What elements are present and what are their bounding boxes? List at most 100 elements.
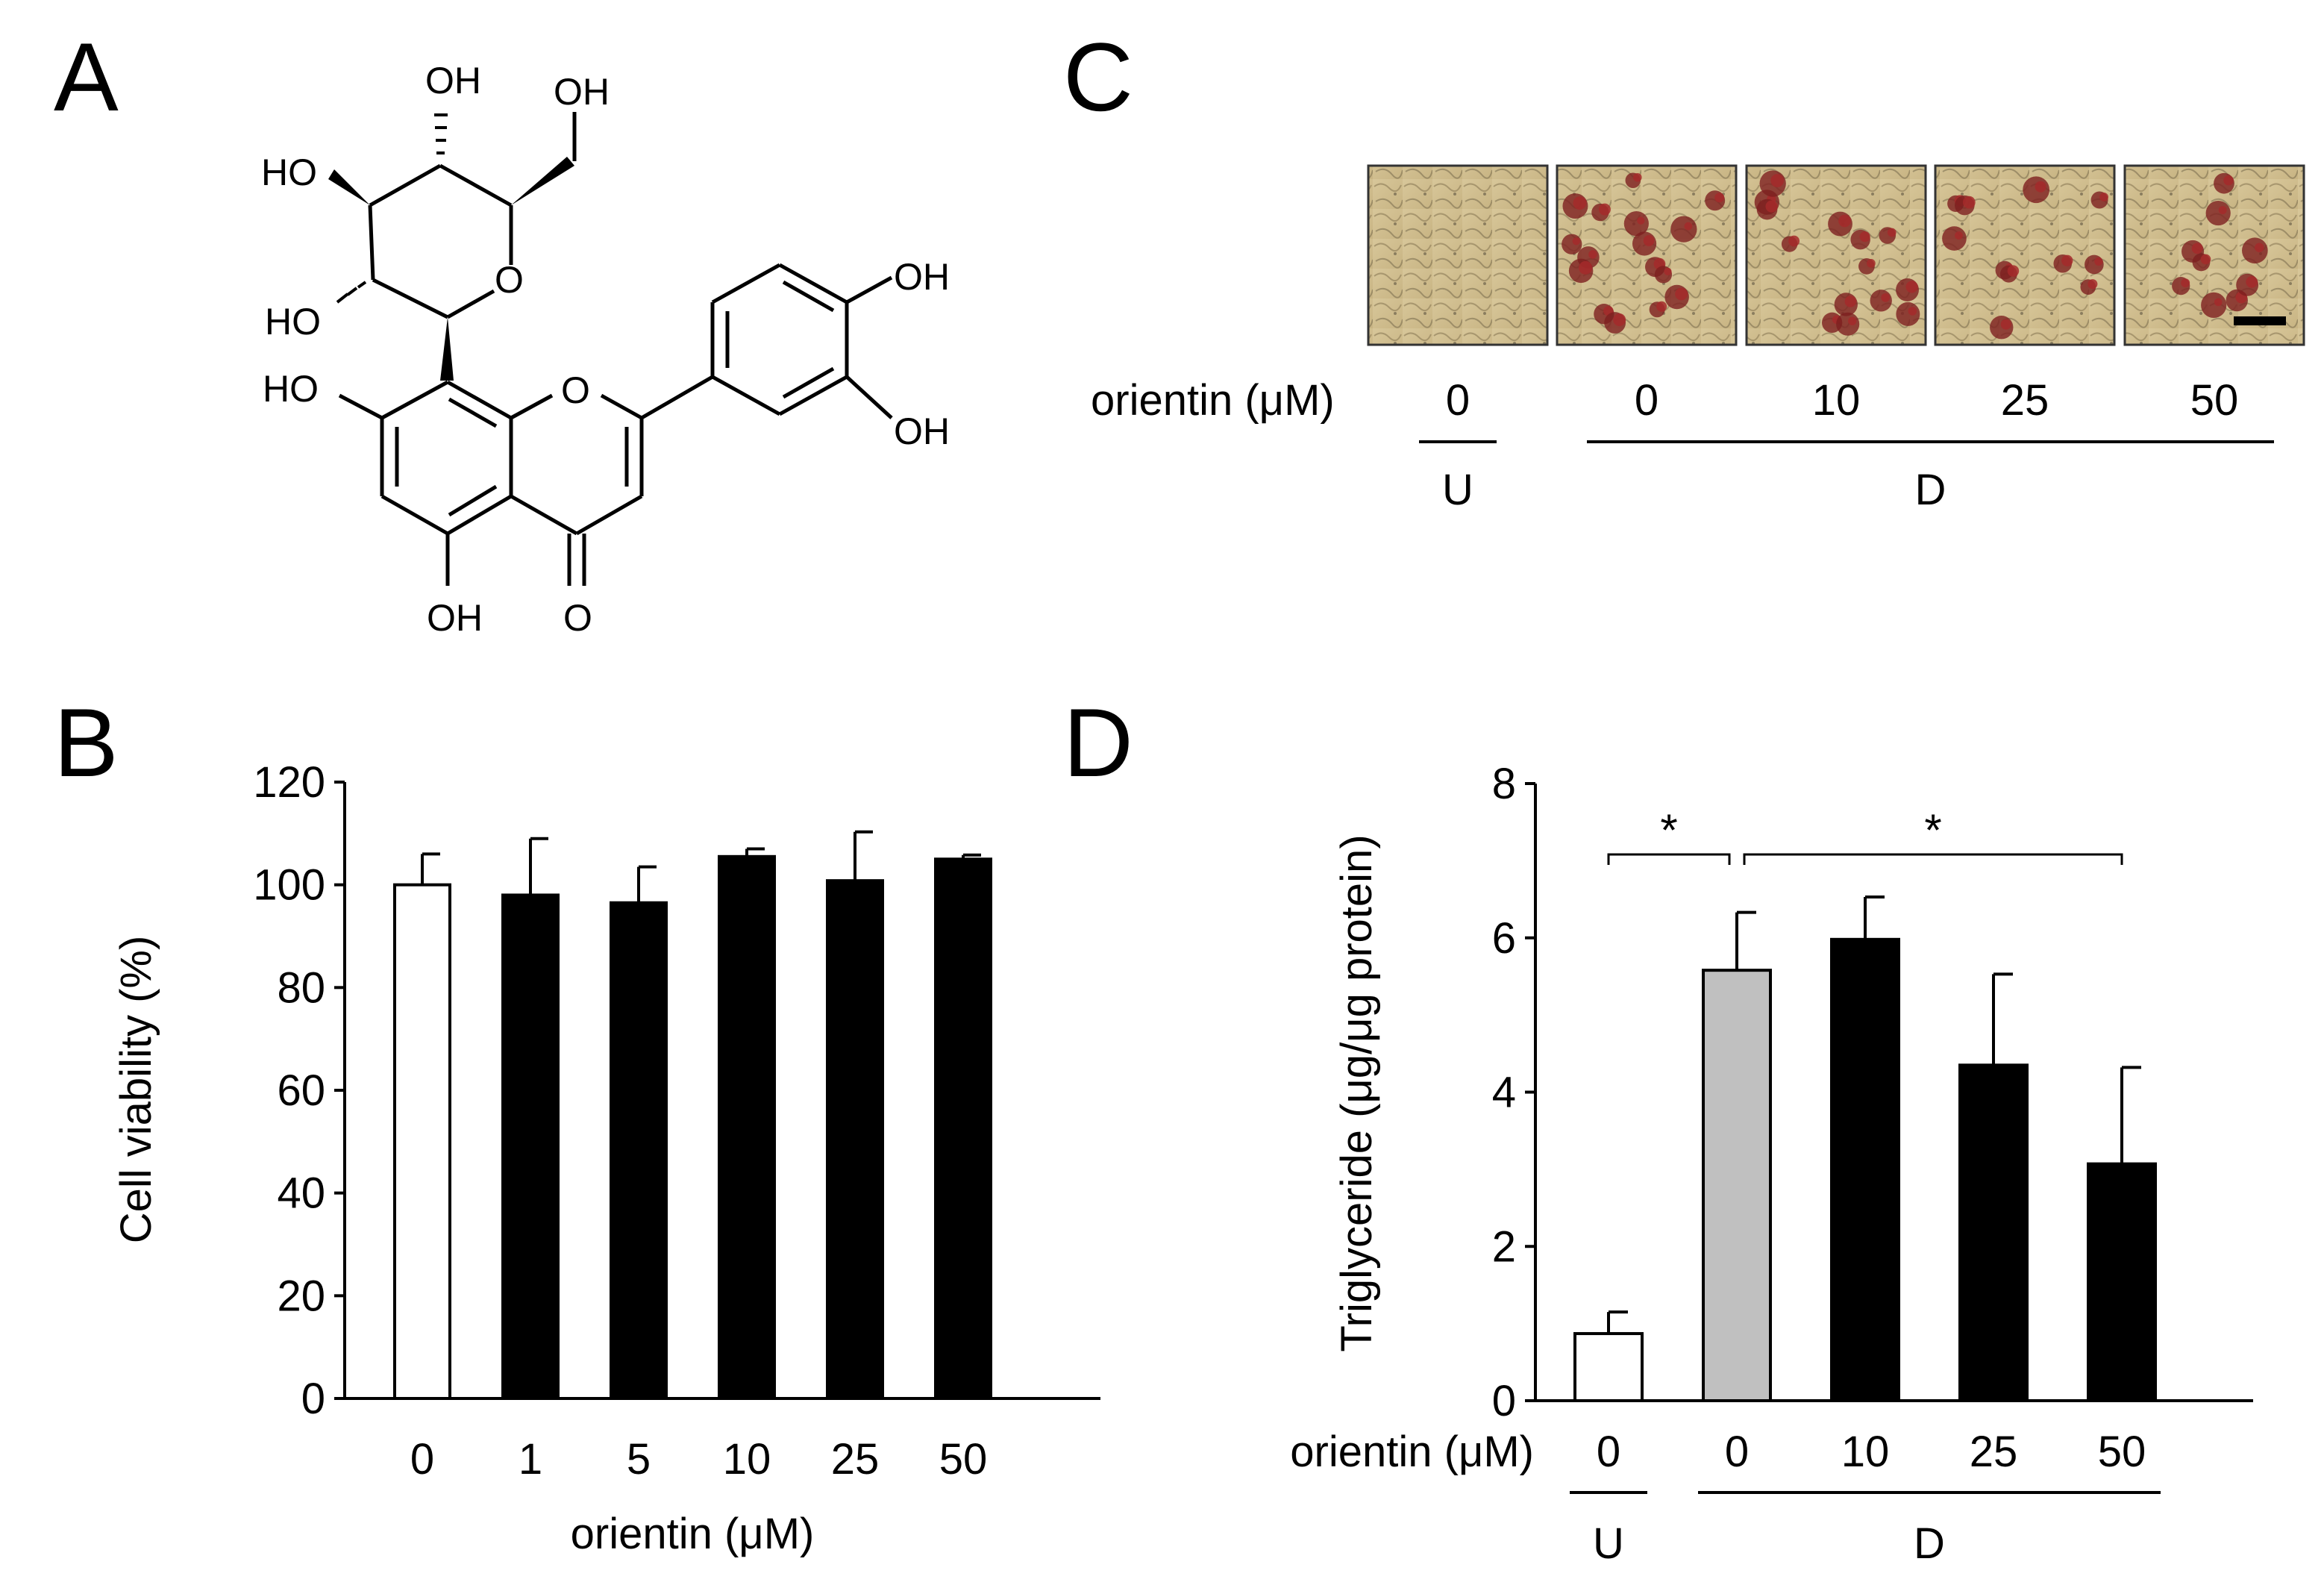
dose-label: 50	[2190, 376, 2239, 425]
chem-label: OH	[427, 597, 483, 639]
lipid-droplet	[1632, 172, 1642, 182]
bar	[1573, 1332, 1644, 1402]
panel-letter-b: B	[54, 688, 119, 797]
lipid-droplet	[1859, 231, 1870, 243]
lipid-droplet	[1896, 301, 1920, 326]
lipid-droplet	[2201, 292, 2227, 319]
x-tick-label: 0	[1725, 1428, 1749, 1476]
lipid-droplet	[1942, 226, 1967, 251]
y-axis-title: Triglyceride (μg/μg protein)	[1332, 834, 1381, 1351]
lipid-droplet	[1908, 307, 1917, 316]
significance-star: *	[1924, 805, 1941, 855]
micrograph	[1556, 164, 1738, 346]
x-axis-title: orientin (μM)	[571, 1510, 815, 1558]
x-tick-label: 50	[2098, 1428, 2146, 1476]
lipid-droplet	[2223, 175, 2234, 186]
bar	[934, 857, 992, 1400]
panel-letter-c: C	[1063, 22, 1133, 131]
y-tick-label: 6	[1492, 914, 1516, 963]
chem-label: HO	[261, 151, 317, 193]
micrograph-frame	[1367, 164, 1549, 346]
y-tick-label: 120	[253, 758, 325, 807]
bar	[610, 901, 668, 1400]
lipid-droplet	[1664, 267, 1672, 275]
lipid-droplet	[1579, 260, 1593, 275]
y-tick-label: 80	[277, 963, 325, 1012]
group-label: U	[1593, 1519, 1624, 1568]
lipid-droplet	[1714, 193, 1725, 203]
chem-label: HO	[265, 301, 321, 343]
y-tick-label: 100	[253, 861, 325, 910]
x-tick-label: 25	[831, 1435, 880, 1484]
y-tick-label: 0	[301, 1375, 325, 1423]
lipid-droplet	[1598, 203, 1611, 216]
bar	[1830, 937, 1900, 1402]
lipid-droplet	[1637, 216, 1645, 225]
lipid-droplet	[1675, 287, 1688, 301]
lipid-droplet	[2255, 243, 2264, 252]
lipid-droplet	[2205, 200, 2231, 226]
dose-label: 0	[1446, 376, 1470, 425]
panel-letter-d: D	[1063, 688, 1133, 797]
lipid-droplet	[2214, 298, 2223, 307]
dose-label: 10	[1812, 376, 1861, 425]
y-axis-title: Cell viability (%)	[112, 936, 160, 1244]
chem-label: O	[563, 597, 592, 639]
dose-label: 25	[2001, 376, 2049, 425]
x-tick-label: 1	[519, 1435, 542, 1484]
bar	[718, 854, 776, 1400]
bar	[393, 883, 451, 1400]
micrograph	[1934, 164, 2116, 346]
lipid-droplet	[1573, 196, 1587, 210]
x-row-label: orientin (μM)	[1290, 1428, 1534, 1476]
lipid-droplet	[1962, 196, 1976, 209]
y-tick-label: 2	[1492, 1222, 1516, 1271]
lipid-droplet	[1562, 234, 1582, 254]
significance-bracket	[1743, 853, 2123, 865]
bar	[826, 879, 884, 1401]
y-tick-label: 0	[1492, 1377, 1516, 1425]
chart-b: 0 20 40 60 80 100 120 0 1 5 10 25 50 orientin (μM) Cel…	[112, 758, 1100, 1558]
micrograph-frame	[1934, 164, 2116, 346]
chart-d: 0 2 4 6 8 0 0 10 25 50 orientin (μM) Triglyceride (…	[1290, 760, 2253, 1568]
lipid-droplet	[1765, 200, 1778, 213]
x-tick-label: 10	[1841, 1428, 1890, 1476]
lipid-droplet	[1954, 231, 1963, 240]
lipid-droplet	[1838, 214, 1851, 228]
lipid-droplet	[1848, 316, 1857, 325]
lipid-droplet	[2007, 265, 2020, 277]
x-tick-label: 25	[1970, 1428, 2018, 1476]
group-label: D	[1914, 1519, 1945, 1568]
lipid-droplet	[2191, 243, 2203, 254]
lipid-droplet	[1867, 259, 1876, 268]
chem-label: HO	[263, 368, 319, 410]
lipid-droplet	[1788, 235, 1800, 247]
panel-c: orientin (μM) 0 0 10 25 50 U D	[1091, 164, 2305, 514]
lipid-droplet	[1588, 250, 1597, 259]
x-tick-label: 50	[939, 1435, 988, 1484]
lipid-droplet	[1613, 313, 1626, 327]
x-tick-label: 10	[723, 1435, 771, 1484]
lipid-droplet	[2200, 254, 2211, 265]
x-tick-label: 5	[627, 1435, 651, 1484]
x-tick-label: 0	[410, 1435, 434, 1484]
lipid-droplet	[2246, 275, 2258, 288]
lipid-droplet	[1656, 301, 1667, 312]
lipid-droplet	[1844, 296, 1857, 307]
bar	[1958, 1063, 2029, 1402]
x-tick-label: 0	[1597, 1428, 1620, 1476]
chem-label: OH	[894, 256, 950, 298]
micrograph	[1367, 164, 1549, 346]
panel-letter-a: A	[54, 22, 119, 131]
chem-label: OH	[554, 71, 610, 113]
dose-label: 0	[1635, 376, 1659, 425]
micrograph	[2123, 164, 2305, 346]
lipid-droplet	[2241, 237, 2268, 264]
y-tick-label: 40	[277, 1169, 325, 1218]
lipid-droplet	[2181, 278, 2190, 288]
lipid-droplet	[2094, 257, 2103, 266]
y-tick-label: 60	[277, 1066, 325, 1115]
c-row-label: orientin (μM)	[1091, 376, 1335, 425]
chem-label: O	[495, 259, 524, 301]
